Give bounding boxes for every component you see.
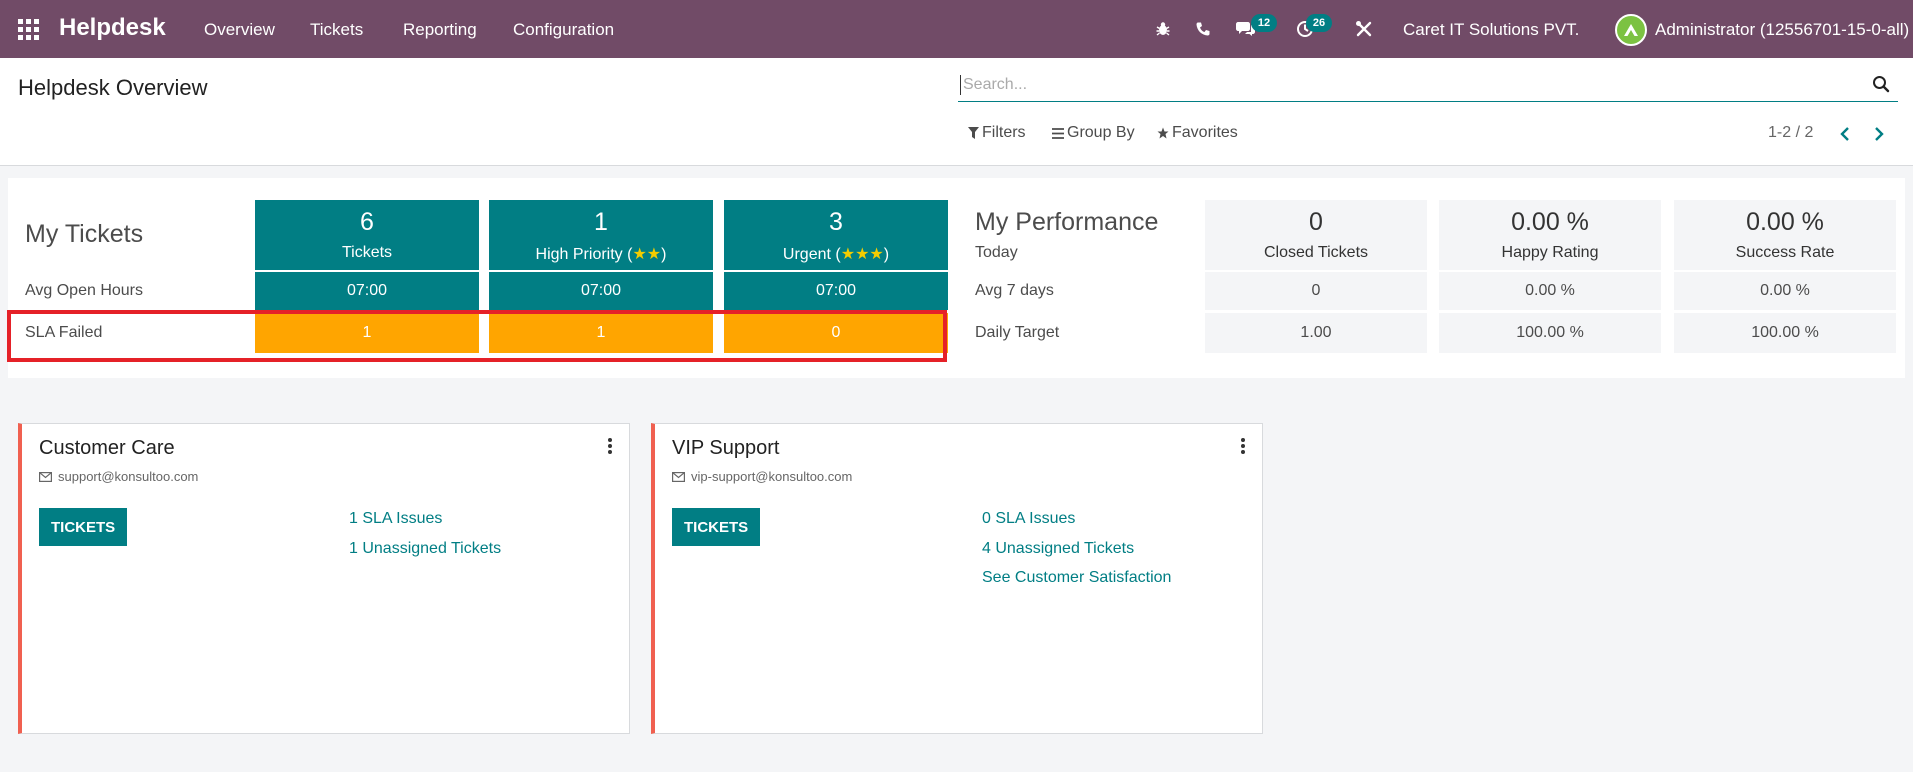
closed-tickets-card: 0 Closed Tickets	[1205, 200, 1427, 270]
list-icon	[1052, 127, 1064, 139]
tickets-label: Tickets	[341, 244, 393, 261]
happy-rating-label: Happy Rating	[1501, 244, 1599, 261]
company-switcher[interactable]: Caret IT Solutions PVT.	[1403, 20, 1580, 39]
my-tickets-title: My Tickets	[25, 220, 144, 248]
star-icon: ★★	[632, 246, 662, 263]
high-priority-card[interactable]: 1 High Priority (★★)	[489, 200, 713, 270]
app-brand[interactable]: Helpdesk	[59, 14, 166, 41]
user-menu[interactable]: Administrator (12556701-15-0-all)	[1655, 20, 1910, 39]
high-priority-label: High Priority (	[535, 246, 633, 263]
sla-issues-link[interactable]: 1 SLA Issues	[349, 510, 443, 527]
star-icon: ★★★	[840, 246, 884, 263]
unassigned-tickets-link[interactable]: 4 Unassigned Tickets	[982, 540, 1135, 557]
page-title: Helpdesk Overview	[18, 75, 208, 100]
avg-7-days-label: Avg 7 days	[975, 282, 1054, 299]
star-icon	[1157, 127, 1169, 139]
high-priority-avg-hours[interactable]: 07:00	[489, 272, 713, 310]
favorites-button[interactable]: Favorites	[1157, 124, 1238, 142]
text-caret	[960, 75, 961, 95]
closed-tickets-target: 1.00	[1205, 313, 1427, 353]
success-rate-card: 0.00 % Success Rate	[1674, 200, 1896, 270]
success-rate-target: 100.00 %	[1674, 313, 1896, 353]
search-bar[interactable]	[958, 68, 1898, 102]
today-label: Today	[975, 244, 1018, 261]
daily-target-label: Daily Target	[975, 324, 1060, 341]
favorites-label: Favorites	[1172, 124, 1238, 141]
activities-badge: 26	[1306, 14, 1332, 32]
team-email: vip-support@konsultoo.com	[672, 469, 852, 484]
filters-label: Filters	[982, 124, 1026, 141]
search-icon[interactable]	[1872, 75, 1890, 93]
tools-icon[interactable]	[1353, 18, 1375, 40]
happy-rating-card: 0.00 % Happy Rating	[1439, 200, 1661, 270]
tickets-button[interactable]: TICKETS	[672, 508, 761, 546]
success-rate-value: 0.00 %	[1746, 208, 1824, 236]
tickets-count: 6	[360, 208, 374, 236]
urgent-count: 3	[829, 208, 843, 236]
bug-icon[interactable]	[1152, 18, 1174, 40]
closed-tickets-label: Closed Tickets	[1263, 244, 1369, 261]
messages-badge: 12	[1251, 14, 1277, 32]
team-card-customer-care[interactable]: Customer Care support@konsultoo.com TICK…	[18, 423, 630, 734]
sla-issues-link[interactable]: 0 SLA Issues	[982, 510, 1076, 527]
urgent-avg-hours[interactable]: 07:00	[724, 272, 948, 310]
pager-previous-icon[interactable]	[1835, 124, 1855, 144]
user-avatar[interactable]	[1615, 14, 1647, 46]
urgent-sla-failed[interactable]: 0	[724, 313, 948, 353]
sla-failed-label: SLA Failed	[25, 324, 103, 341]
apps-grid-icon[interactable]	[18, 19, 39, 40]
closed-tickets-value: 0	[1309, 208, 1323, 236]
team-email-text: vip-support@konsultoo.com	[691, 469, 853, 484]
control-panel: Helpdesk Overview Filters Group By Favor…	[0, 58, 1913, 166]
menu-reporting[interactable]: Reporting	[403, 20, 477, 39]
high-priority-label-wrap: High Priority (★★)	[535, 246, 667, 263]
envelope-icon	[672, 471, 685, 482]
urgent-card[interactable]: 3 Urgent (★★★)	[724, 200, 948, 270]
tickets-button[interactable]: TICKETS	[39, 508, 128, 546]
team-card-vip-support[interactable]: VIP Support vip-support@konsultoo.com TI…	[651, 423, 1263, 734]
helpdesk-dashboard: My Tickets Avg Open Hours SLA Failed 6 T…	[8, 178, 1905, 378]
my-performance-title: My Performance	[975, 208, 1159, 236]
team-name[interactable]: VIP Support	[672, 437, 780, 459]
pager-value[interactable]: 1-2 / 2	[1768, 124, 1814, 141]
filter-icon	[968, 127, 979, 139]
menu-tickets[interactable]: Tickets	[310, 20, 364, 39]
search-input[interactable]	[963, 73, 1843, 97]
urgent-label-wrap: Urgent (★★★)	[782, 246, 890, 263]
happy-rating-avg7: 0.00 %	[1439, 272, 1661, 310]
high-priority-count: 1	[594, 208, 608, 236]
envelope-icon	[39, 471, 52, 482]
unassigned-tickets-link[interactable]: 1 Unassigned Tickets	[349, 540, 502, 557]
customer-satisfaction-link[interactable]: See Customer Satisfaction	[982, 569, 1172, 586]
phone-icon[interactable]	[1192, 18, 1214, 40]
happy-rating-target: 100.00 %	[1439, 313, 1661, 353]
group-by-label: Group By	[1067, 124, 1135, 141]
closed-tickets-avg7: 0	[1205, 272, 1427, 310]
tickets-avg-hours[interactable]: 07:00	[255, 272, 479, 310]
kebab-menu-icon[interactable]	[607, 438, 613, 454]
team-name[interactable]: Customer Care	[39, 437, 175, 459]
pager-next-icon[interactable]	[1869, 124, 1889, 144]
filters-button[interactable]: Filters	[968, 124, 1026, 142]
top-navbar: Helpdesk Overview Tickets Reporting Conf…	[0, 0, 1913, 58]
my-tickets-card[interactable]: 6 Tickets	[255, 200, 479, 270]
urgent-label: Urgent (	[782, 246, 841, 263]
kebab-menu-icon[interactable]	[1240, 438, 1246, 454]
team-email: support@konsultoo.com	[39, 469, 198, 484]
happy-rating-value: 0.00 %	[1511, 208, 1589, 236]
tickets-sla-failed[interactable]: 1	[255, 313, 479, 353]
success-rate-avg7: 0.00 %	[1674, 272, 1896, 310]
team-email-text: support@konsultoo.com	[58, 469, 199, 484]
menu-overview[interactable]: Overview	[204, 20, 275, 39]
high-priority-sla-failed[interactable]: 1	[489, 313, 713, 353]
avg-open-hours-label: Avg Open Hours	[25, 282, 143, 299]
success-rate-label: Success Rate	[1735, 244, 1835, 261]
group-by-button[interactable]: Group By	[1052, 124, 1135, 142]
menu-configuration[interactable]: Configuration	[513, 20, 615, 39]
